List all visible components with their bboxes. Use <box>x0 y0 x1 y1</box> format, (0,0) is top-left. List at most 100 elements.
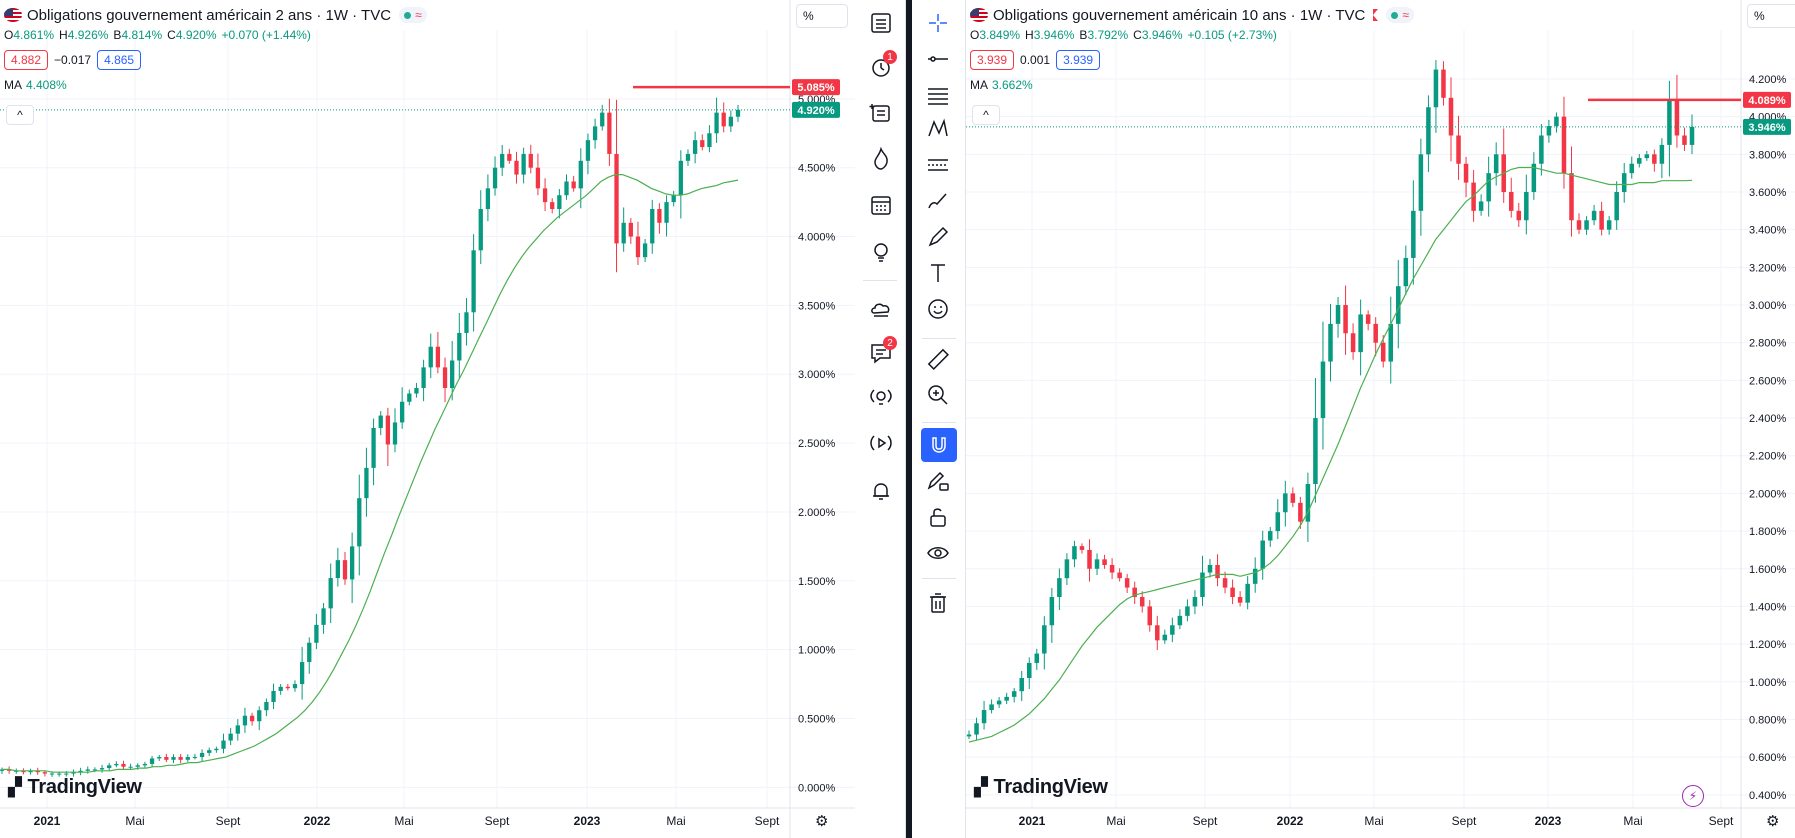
candle-body <box>642 243 648 258</box>
ma-indicator-row[interactable]: MA 3.662% <box>970 78 1414 94</box>
candle-body <box>1147 606 1153 626</box>
emoji-tool[interactable] <box>920 292 956 326</box>
hide-drawings-tool[interactable] <box>920 536 956 570</box>
candle <box>1192 590 1198 615</box>
tv-logo-icon: ▞ <box>8 777 22 797</box>
candle <box>1463 156 1469 198</box>
candle <box>578 148 583 209</box>
ma-indicator-row[interactable]: MA 4.408% <box>4 78 427 94</box>
x-tick-label: Mai <box>666 814 685 828</box>
candle-body <box>1004 696 1009 701</box>
sell-price-box[interactable]: 4.882 <box>4 50 49 70</box>
candle-body <box>728 116 733 127</box>
candle <box>149 755 155 767</box>
notifications-button[interactable] <box>863 474 899 508</box>
scale-mode-button[interactable]: % <box>1747 4 1795 28</box>
candle-body <box>1561 116 1567 174</box>
market-open-dot-icon <box>1391 11 1399 19</box>
candle <box>1606 215 1612 235</box>
calendar-button[interactable] <box>863 188 899 222</box>
alerts-button[interactable]: 1 <box>863 50 899 84</box>
unlock-icon <box>930 508 946 527</box>
settings-gear-icon[interactable]: ⚙ <box>815 813 829 830</box>
candle-body <box>564 181 569 196</box>
candle <box>1162 629 1168 644</box>
candle-body <box>1591 210 1597 221</box>
flame-icon <box>874 146 888 170</box>
scale-mode-button[interactable]: % <box>796 4 848 28</box>
candle <box>471 234 476 332</box>
candle <box>1026 657 1032 689</box>
settings-gear-icon[interactable]: ⚙ <box>1766 813 1780 830</box>
watchlist-button[interactable] <box>863 6 899 40</box>
details-button[interactable] <box>863 96 899 130</box>
collapse-legend-button[interactable]: ^ <box>6 105 34 125</box>
candle-body <box>164 757 169 760</box>
candle <box>485 174 491 222</box>
y-tick-label: 1.500% <box>798 576 836 588</box>
pattern-tool[interactable] <box>920 112 956 146</box>
pane-divider[interactable] <box>906 0 912 838</box>
candle <box>1524 174 1529 235</box>
pen-tool[interactable] <box>920 220 956 254</box>
market-status-pill[interactable]: ≈ <box>399 7 427 23</box>
text-tool[interactable] <box>920 256 956 290</box>
tradingview-logo[interactable]: ▞ TradingView <box>974 776 1108 799</box>
fib-tool[interactable] <box>920 78 956 112</box>
change-value: +0.105 (+2.73%) <box>1187 28 1277 42</box>
zoom-tool[interactable] <box>920 378 956 412</box>
buy-price-box[interactable]: 4.865 <box>97 50 142 70</box>
symbol-title[interactable]: Obligations gouvernement américain 10 an… <box>993 6 1366 24</box>
ruler-tool[interactable] <box>920 342 956 376</box>
candle-body <box>1478 201 1484 211</box>
candle-body <box>278 686 283 691</box>
lightning-icon[interactable]: ⚡ <box>1682 785 1704 807</box>
tradingview-logo[interactable]: ▞ TradingView <box>8 776 142 799</box>
candle <box>364 447 369 517</box>
brand-text: TradingView <box>27 776 142 798</box>
candle-body <box>1584 220 1589 230</box>
chart-canvas-2y[interactable]: 5.000%4.500%4.000%3.500%3.000%2.500%2.00… <box>0 0 855 838</box>
chart-pane-10y[interactable]: 4.200% 4.000% 3.800% 3.600% 3.400% 3.200% 3.00… <box>966 0 1795 838</box>
candle <box>450 341 455 401</box>
hotlist-button[interactable] <box>863 142 899 176</box>
xabcd-pattern-icon <box>928 118 948 137</box>
trendline-tool[interactable] <box>920 42 956 76</box>
replay-streams-button[interactable] <box>863 426 899 460</box>
news-button[interactable] <box>863 292 899 326</box>
ideas-button[interactable] <box>863 235 899 269</box>
magnet-tool[interactable] <box>921 428 957 462</box>
brush-tool[interactable] <box>920 184 956 218</box>
chart-canvas-10y[interactable]: 4.200%4.000%3.800%3.600%3.400%3.200%3.00… <box>966 0 1795 838</box>
low-label: B <box>1079 28 1088 42</box>
forecast-tool[interactable] <box>920 148 956 182</box>
candle <box>214 746 219 753</box>
crosshair-tool[interactable] <box>920 6 956 40</box>
candle <box>1102 554 1107 569</box>
candle <box>385 407 391 467</box>
candle <box>0 767 5 774</box>
collapse-legend-button[interactable]: ^ <box>972 105 1000 125</box>
remove-drawings-tool[interactable] <box>920 586 956 620</box>
candle <box>71 769 76 777</box>
sell-price-box[interactable]: 3.939 <box>970 50 1015 70</box>
candle <box>1591 204 1597 226</box>
candle-body <box>228 733 233 741</box>
candle-body <box>1644 154 1650 159</box>
symbol-title[interactable]: Obligations gouvernement américain 2 ans… <box>27 6 392 24</box>
calendar-icon <box>871 196 891 215</box>
low-label: B <box>113 28 122 42</box>
candle-body <box>1200 572 1205 598</box>
candle-body <box>271 690 276 702</box>
lock-all-tool[interactable] <box>920 500 956 534</box>
streams-button[interactable] <box>863 380 899 414</box>
red-flag-icon[interactable] <box>1373 9 1379 21</box>
lock-drawings-tool[interactable] <box>920 464 956 498</box>
buy-price-box[interactable]: 3.939 <box>1056 50 1101 70</box>
candle <box>1508 177 1514 218</box>
chats-button[interactable]: 2 <box>863 336 899 370</box>
chart-pane-2y[interactable]: 5.000% 4.500% 4.000% 3.500% 3.000% 2.500% 2.00… <box>0 0 855 838</box>
candle-body <box>657 209 662 223</box>
market-status-pill[interactable]: ≈ <box>1386 7 1414 23</box>
candle <box>542 178 548 212</box>
